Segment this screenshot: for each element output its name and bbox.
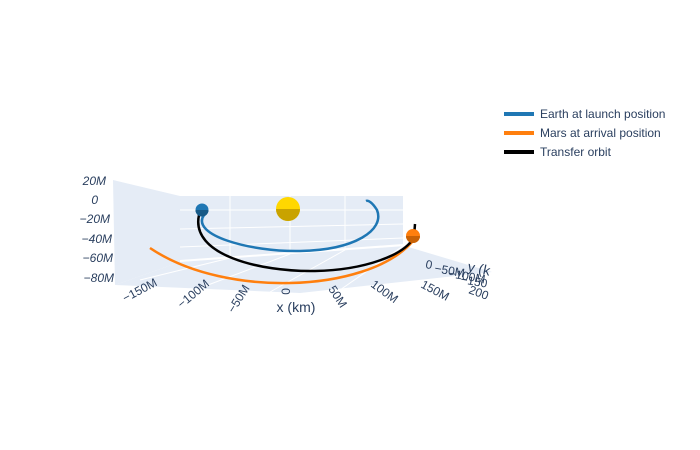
legend-item-mars[interactable]: Mars at arrival position [504, 123, 665, 142]
legend-label-mars: Mars at arrival position [540, 125, 661, 140]
legend-swatch-earth [504, 111, 534, 116]
sun-shade [276, 209, 300, 221]
z-tick-label: −20M [80, 212, 110, 226]
y-tick-label: 0 [424, 257, 433, 272]
legend-label-transfer: Transfer orbit [540, 144, 611, 159]
z-tick-label: −40M [82, 232, 112, 246]
legend-label-earth: Earth at launch position [540, 106, 666, 121]
x-axis-title: x (km) [277, 299, 316, 315]
scene-side-wall [113, 180, 180, 285]
mars-shade [406, 236, 420, 243]
x-tick-label: 0 [279, 288, 293, 295]
legend-swatch-mars [504, 130, 534, 135]
legend-item-earth[interactable]: Earth at launch position [504, 104, 665, 123]
transfer-orbit[interactable] [197, 214, 417, 273]
z-tick-label: −60M [83, 251, 113, 265]
scene-floor [115, 246, 492, 293]
earth-shade [195, 210, 209, 217]
y-tick-label: −50M [433, 261, 465, 280]
x-tick-label: 150M [419, 277, 452, 303]
z-tick-label: 20M [82, 174, 106, 188]
z-tick-label: −80M [84, 271, 114, 285]
y-axis-title: y (k [466, 258, 492, 279]
grid-line [179, 223, 404, 230]
z-tick-label: 0 [91, 193, 98, 207]
legend-swatch-transfer [504, 149, 534, 154]
y-tick-label: −100M [447, 266, 486, 286]
grid-line [199, 253, 291, 289]
legend-item-transfer[interactable]: Transfer orbit [504, 142, 665, 161]
earth-orbit[interactable] [200, 199, 380, 253]
grid-line [139, 257, 231, 281]
legend: Earth at launch position Mars at arrival… [504, 104, 665, 161]
y-tick-label: −150 [459, 272, 488, 291]
x-tick-label: 200 [467, 283, 491, 303]
mars-orbit[interactable] [149, 240, 414, 285]
grid-line [179, 237, 404, 248]
